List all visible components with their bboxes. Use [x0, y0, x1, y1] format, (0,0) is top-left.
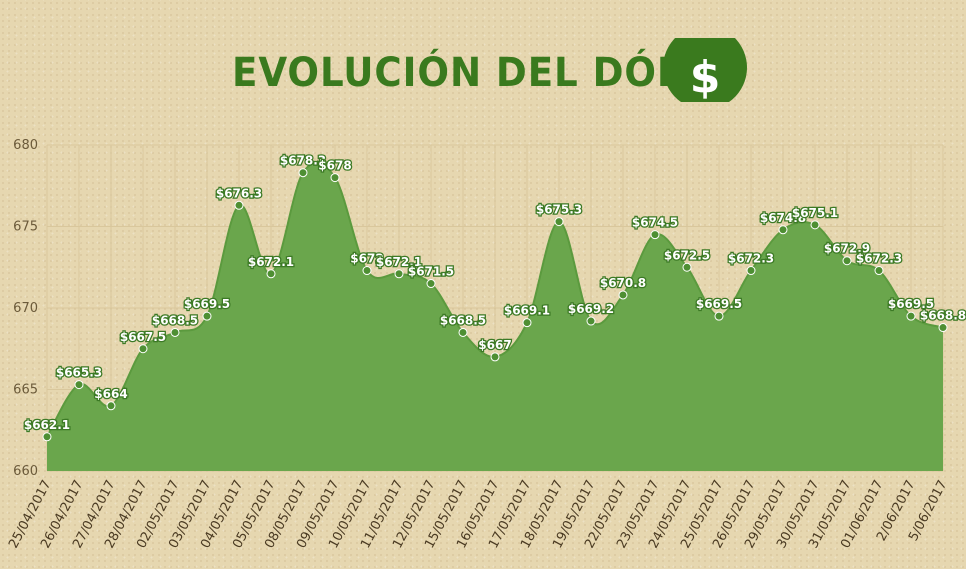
x-axis-ticks: 25/04/201726/04/201727/04/201728/04/2017…: [6, 478, 950, 551]
data-label: $672.1: [248, 255, 294, 269]
data-label: $669.5: [696, 297, 742, 311]
y-tick-label: 675: [13, 220, 38, 235]
data-point: [778, 225, 788, 235]
data-point: [938, 323, 948, 333]
y-axis-ticks: 660 665 670 675 680: [13, 138, 38, 479]
data-point: [202, 311, 212, 321]
data-point: [906, 311, 916, 321]
data-point: [746, 266, 756, 276]
dollar-icon: $: [663, 38, 747, 103]
data-point: [170, 327, 180, 337]
data-label: $669.5: [184, 297, 230, 311]
data-label: $672: [350, 252, 383, 266]
chart-title: EVOLUCIÓN DEL DÓLAR: [232, 50, 741, 96]
data-point: [106, 401, 116, 411]
data-label: $662.1: [24, 418, 70, 432]
data-point: [74, 380, 84, 390]
data-point: [810, 220, 820, 230]
y-tick-label: 665: [13, 383, 38, 398]
data-point: [874, 266, 884, 276]
chart-data-labels: $662.1 $665.3 $664 $667.5 $668.5 $669.5 $676.3…: [23, 152, 966, 433]
data-label: $668.8: [920, 309, 966, 323]
data-point: [458, 327, 468, 337]
data-label: $674.8: [760, 211, 806, 225]
data-point: [426, 279, 436, 289]
data-label: $669.5: [888, 297, 934, 311]
data-point: [490, 352, 500, 362]
data-label: $676.3: [216, 186, 262, 200]
data-point: [266, 269, 276, 279]
data-point: [330, 173, 340, 183]
y-tick-label: 670: [13, 301, 38, 316]
data-point: [298, 168, 308, 178]
data-label: $668.5: [440, 313, 486, 327]
data-point: [586, 316, 596, 326]
data-label: $672.3: [728, 252, 774, 266]
data-label: $669.1: [504, 304, 550, 318]
data-point: [618, 290, 628, 300]
data-label: $674.5: [632, 216, 678, 230]
data-point: [842, 256, 852, 266]
data-point: [522, 318, 532, 328]
chart-markers: [42, 168, 948, 442]
data-label: $672.1: [376, 255, 422, 269]
data-label: $672.3: [856, 252, 902, 266]
data-label: $671.5: [408, 265, 454, 279]
data-label: $670.8: [600, 276, 646, 290]
data-label: $664: [94, 387, 127, 401]
data-label: $672.5: [664, 248, 710, 262]
data-label: $672.9: [824, 242, 870, 256]
data-label: $668.5: [152, 313, 198, 327]
data-label: $675.1: [792, 206, 838, 220]
data-label: $678.3: [280, 154, 326, 168]
data-label: $675.3: [536, 203, 582, 217]
data-point: [138, 344, 148, 354]
area-fill: [47, 162, 943, 471]
svg-text:$: $: [690, 52, 721, 103]
y-tick-label: 660: [13, 464, 38, 479]
data-point: [42, 432, 52, 442]
data-point: [682, 262, 692, 272]
data-point: [234, 200, 244, 210]
data-point: [394, 269, 404, 279]
data-point: [362, 266, 372, 276]
data-point: [650, 230, 660, 240]
header: EVOLUCIÓN DEL DÓLAR $: [0, 38, 966, 118]
data-label: $669.2: [568, 302, 614, 316]
data-label: $665.3: [56, 366, 102, 380]
data-label: $667: [478, 338, 511, 352]
data-point: [714, 311, 724, 321]
y-tick-label: 680: [13, 138, 38, 153]
data-label: $667.5: [120, 330, 166, 344]
data-point: [554, 217, 564, 227]
data-label: $678: [318, 159, 351, 173]
